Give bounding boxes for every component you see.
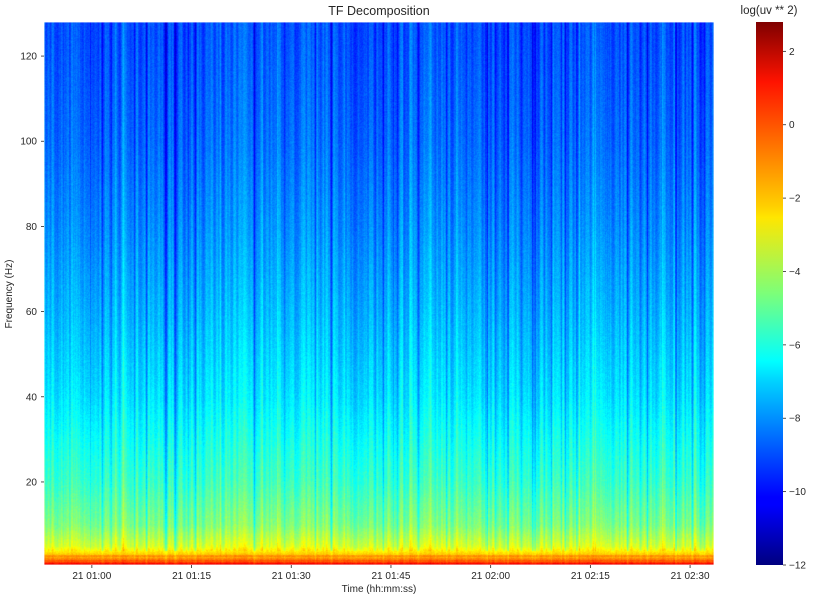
- colorbar-label: log(uv ** 2): [741, 5, 798, 17]
- spectrogram-plot: [43, 21, 715, 566]
- colorbar-tick-label: −2: [789, 194, 801, 205]
- colorbar-tick-label: −8: [789, 414, 801, 425]
- x-axis-ticks: 21 01:00 21 01:15 21 01:30 21 01:45 21 02:00…: [72, 565, 710, 582]
- colorbar-ticks: 2 0 −2 −4 −6 −8 −10 −12: [783, 47, 806, 572]
- y-axis-label: Frequency (Hz): [4, 260, 15, 329]
- x-tick-label: 21 01:00: [72, 571, 111, 582]
- colorbar: [756, 22, 783, 565]
- x-tick-label: 21 02:00: [471, 571, 510, 582]
- spectrogram-heatmap: [44, 22, 714, 565]
- x-tick-label: 21 01:45: [371, 571, 410, 582]
- x-axis-label: Time (hh:mm:ss): [342, 584, 417, 595]
- x-tick-label: 21 01:30: [272, 571, 311, 582]
- x-tick-label: 21 02:30: [671, 571, 710, 582]
- y-tick-label: 100: [20, 137, 37, 148]
- y-axis-ticks: 20 40 60 80 100 120: [20, 52, 44, 488]
- colorbar-tick-label: −4: [789, 267, 801, 278]
- colorbar-tick-label: 0: [789, 120, 795, 131]
- chart-title: TF Decomposition: [328, 4, 429, 18]
- y-tick-label: 120: [20, 52, 37, 63]
- y-tick-label: 60: [26, 307, 38, 318]
- colorbar-tick-label: −6: [789, 340, 801, 351]
- colorbar-tick-label: −12: [789, 561, 806, 572]
- colorbar-tick-label: 2: [789, 47, 795, 58]
- plot-frame: [43, 21, 715, 566]
- y-tick-label: 40: [26, 392, 38, 403]
- y-tick-label: 80: [26, 222, 38, 233]
- colorbar-tick-label: −10: [789, 487, 806, 498]
- x-tick-label: 21 01:15: [172, 571, 211, 582]
- colorbar-gradient: [756, 22, 783, 565]
- y-tick-label: 20: [26, 477, 38, 488]
- x-tick-label: 21 02:15: [571, 571, 610, 582]
